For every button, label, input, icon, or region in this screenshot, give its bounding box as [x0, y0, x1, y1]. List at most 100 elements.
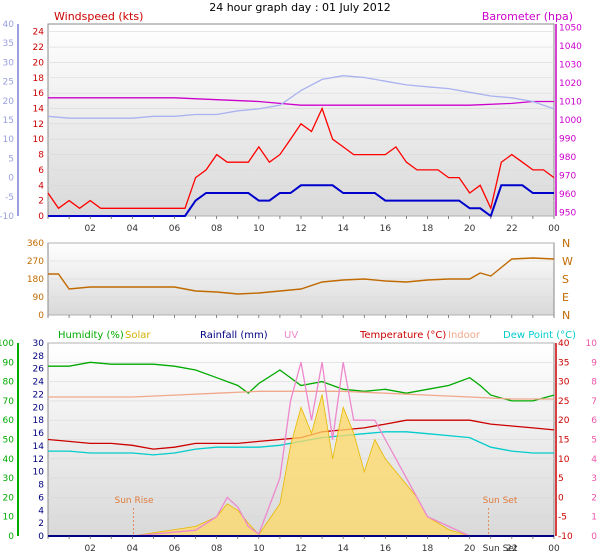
uv-tick-label: 10 [586, 339, 598, 349]
humidity-tick-label: 100 [0, 339, 14, 349]
x-tick-label: 16 [380, 544, 392, 554]
legend-item: Solar [125, 330, 151, 341]
temperature-tick-label: 15 [558, 436, 569, 446]
windspeed-tick-label: 22 [33, 43, 44, 53]
compass-label: E [562, 291, 569, 304]
sun-annotation: Sun Rise [115, 496, 154, 506]
humidity-tick-label: 60 [3, 416, 15, 426]
windspeed-tick-label: 6 [38, 166, 44, 176]
humidity-tick-label: 80 [3, 378, 15, 388]
series-line-humidity [48, 361, 555, 402]
series-line-pressure-secondary [47, 75, 555, 119]
x-tick-label: 14 [337, 224, 349, 234]
rainfall-tick-label: 0 [38, 532, 44, 542]
uv-tick-label: 7 [591, 397, 597, 407]
x-tick-label: 02 [84, 224, 95, 234]
barometer-tick-label: 1010 [559, 98, 582, 108]
x-tick-label: 14 [337, 544, 349, 554]
x-tick-label: 08 [211, 544, 223, 554]
wind-pressure-panel: 024681012141618202224-10-505101520253035… [0, 10, 582, 222]
windspeed-tick-label: 2 [38, 197, 44, 207]
secondary-wind-tick-label: 0 [8, 174, 14, 184]
legend-item: Indoor [448, 330, 481, 341]
barometer-tick-label: 980 [559, 153, 576, 163]
humidity-tick-label: 40 [3, 455, 15, 465]
temperature-tick-label: 40 [558, 339, 570, 349]
temperature-tick-label: -5 [558, 513, 567, 523]
rainfall-tick-label: 18 [33, 416, 45, 426]
humidity-tick-label: 50 [3, 436, 15, 446]
uv-tick-label: 1 [591, 513, 597, 523]
windspeed-tick-label: 0 [38, 212, 44, 222]
x-tick-label: 06 [169, 544, 181, 554]
barometer-tick-label: 960 [559, 190, 576, 200]
temperature-tick-label: 0 [558, 493, 564, 503]
windspeed-tick-label: 16 [33, 89, 45, 99]
x-tick-label: 10 [253, 544, 265, 554]
compass-label: N [562, 237, 570, 250]
rainfall-tick-label: 4 [38, 506, 44, 516]
uv-tick-label: 3 [591, 474, 597, 484]
windspeed-tick-label: 20 [33, 58, 45, 68]
series-line-indoor [48, 390, 554, 400]
barometer-tick-label: 950 [559, 208, 576, 218]
x-tick-label: 00 [548, 544, 560, 554]
rainfall-tick-label: 14 [33, 442, 45, 452]
sun-annotation: Sun Set [483, 544, 518, 554]
x-tick-label: 04 [127, 224, 139, 234]
x-tick-label: 12 [295, 544, 306, 554]
barometer-tick-label: 1020 [559, 79, 582, 89]
humidity-tick-label: 0 [8, 532, 14, 542]
x-tick-label: 20 [464, 224, 476, 234]
direction-tick-label: 270 [27, 257, 44, 267]
compass-label: S [562, 273, 569, 286]
temperature-tick-label: 20 [558, 416, 570, 426]
windspeed-tick-label: 4 [38, 181, 44, 191]
rainfall-tick-label: 20 [33, 403, 45, 413]
direction-tick-label: 0 [38, 311, 44, 321]
windspeed-tick-label: 24 [33, 28, 45, 38]
x-tick-label: 22 [506, 224, 517, 234]
series-line-direction [48, 257, 555, 295]
temperature-tick-label: -10 [558, 532, 573, 542]
series-line-gust [47, 106, 555, 211]
humidity-tick-label: 10 [3, 513, 15, 523]
secondary-wind-tick-label: -10 [0, 212, 14, 222]
secondary-wind-tick-label: 10 [3, 135, 15, 145]
temperature-tick-label: 35 [558, 358, 569, 368]
direction-tick-label: 90 [33, 293, 45, 303]
x-tick-label: 06 [169, 224, 181, 234]
uv-tick-label: 4 [591, 455, 597, 465]
secondary-wind-tick-label: 20 [3, 97, 15, 107]
compass-label: W [562, 255, 573, 268]
rainfall-tick-label: 8 [38, 481, 44, 491]
windspeed-tick-label: 18 [33, 74, 45, 84]
x-tick-label: 04 [127, 544, 139, 554]
windspeed-axis-title: Windspeed (kts) [54, 10, 143, 23]
rainfall-tick-label: 10 [33, 468, 45, 478]
rainfall-tick-label: 24 [33, 378, 45, 388]
secondary-wind-tick-label: 15 [3, 116, 14, 126]
uv-tick-label: 8 [591, 378, 597, 388]
windspeed-tick-label: 14 [33, 104, 45, 114]
windspeed-tick-label: 8 [38, 151, 44, 161]
x-tick-label: 20 [464, 544, 476, 554]
barometer-tick-label: 1000 [559, 116, 582, 126]
series-line-pressure [48, 97, 554, 106]
legend-item: UV [284, 330, 298, 341]
series-line-uv [48, 362, 554, 537]
x-tick-label: 02 [84, 544, 95, 554]
rainfall-tick-label: 12 [33, 455, 44, 465]
chart-title: 24 hour graph day : 01 July 2012 [209, 1, 391, 14]
temperature-tick-label: 30 [558, 378, 570, 388]
barometer-axis-title: Barometer (hpa) [482, 10, 573, 23]
rainfall-tick-label: 30 [33, 339, 45, 349]
x-tick-label: 18 [422, 224, 434, 234]
x-tick-label: 10 [253, 224, 265, 234]
uv-tick-label: 2 [591, 493, 597, 503]
uv-tick-label: 9 [591, 358, 597, 368]
sun-annotation: Sun Set [483, 496, 518, 506]
rainfall-tick-label: 26 [33, 365, 45, 375]
windspeed-tick-label: 10 [33, 135, 45, 145]
